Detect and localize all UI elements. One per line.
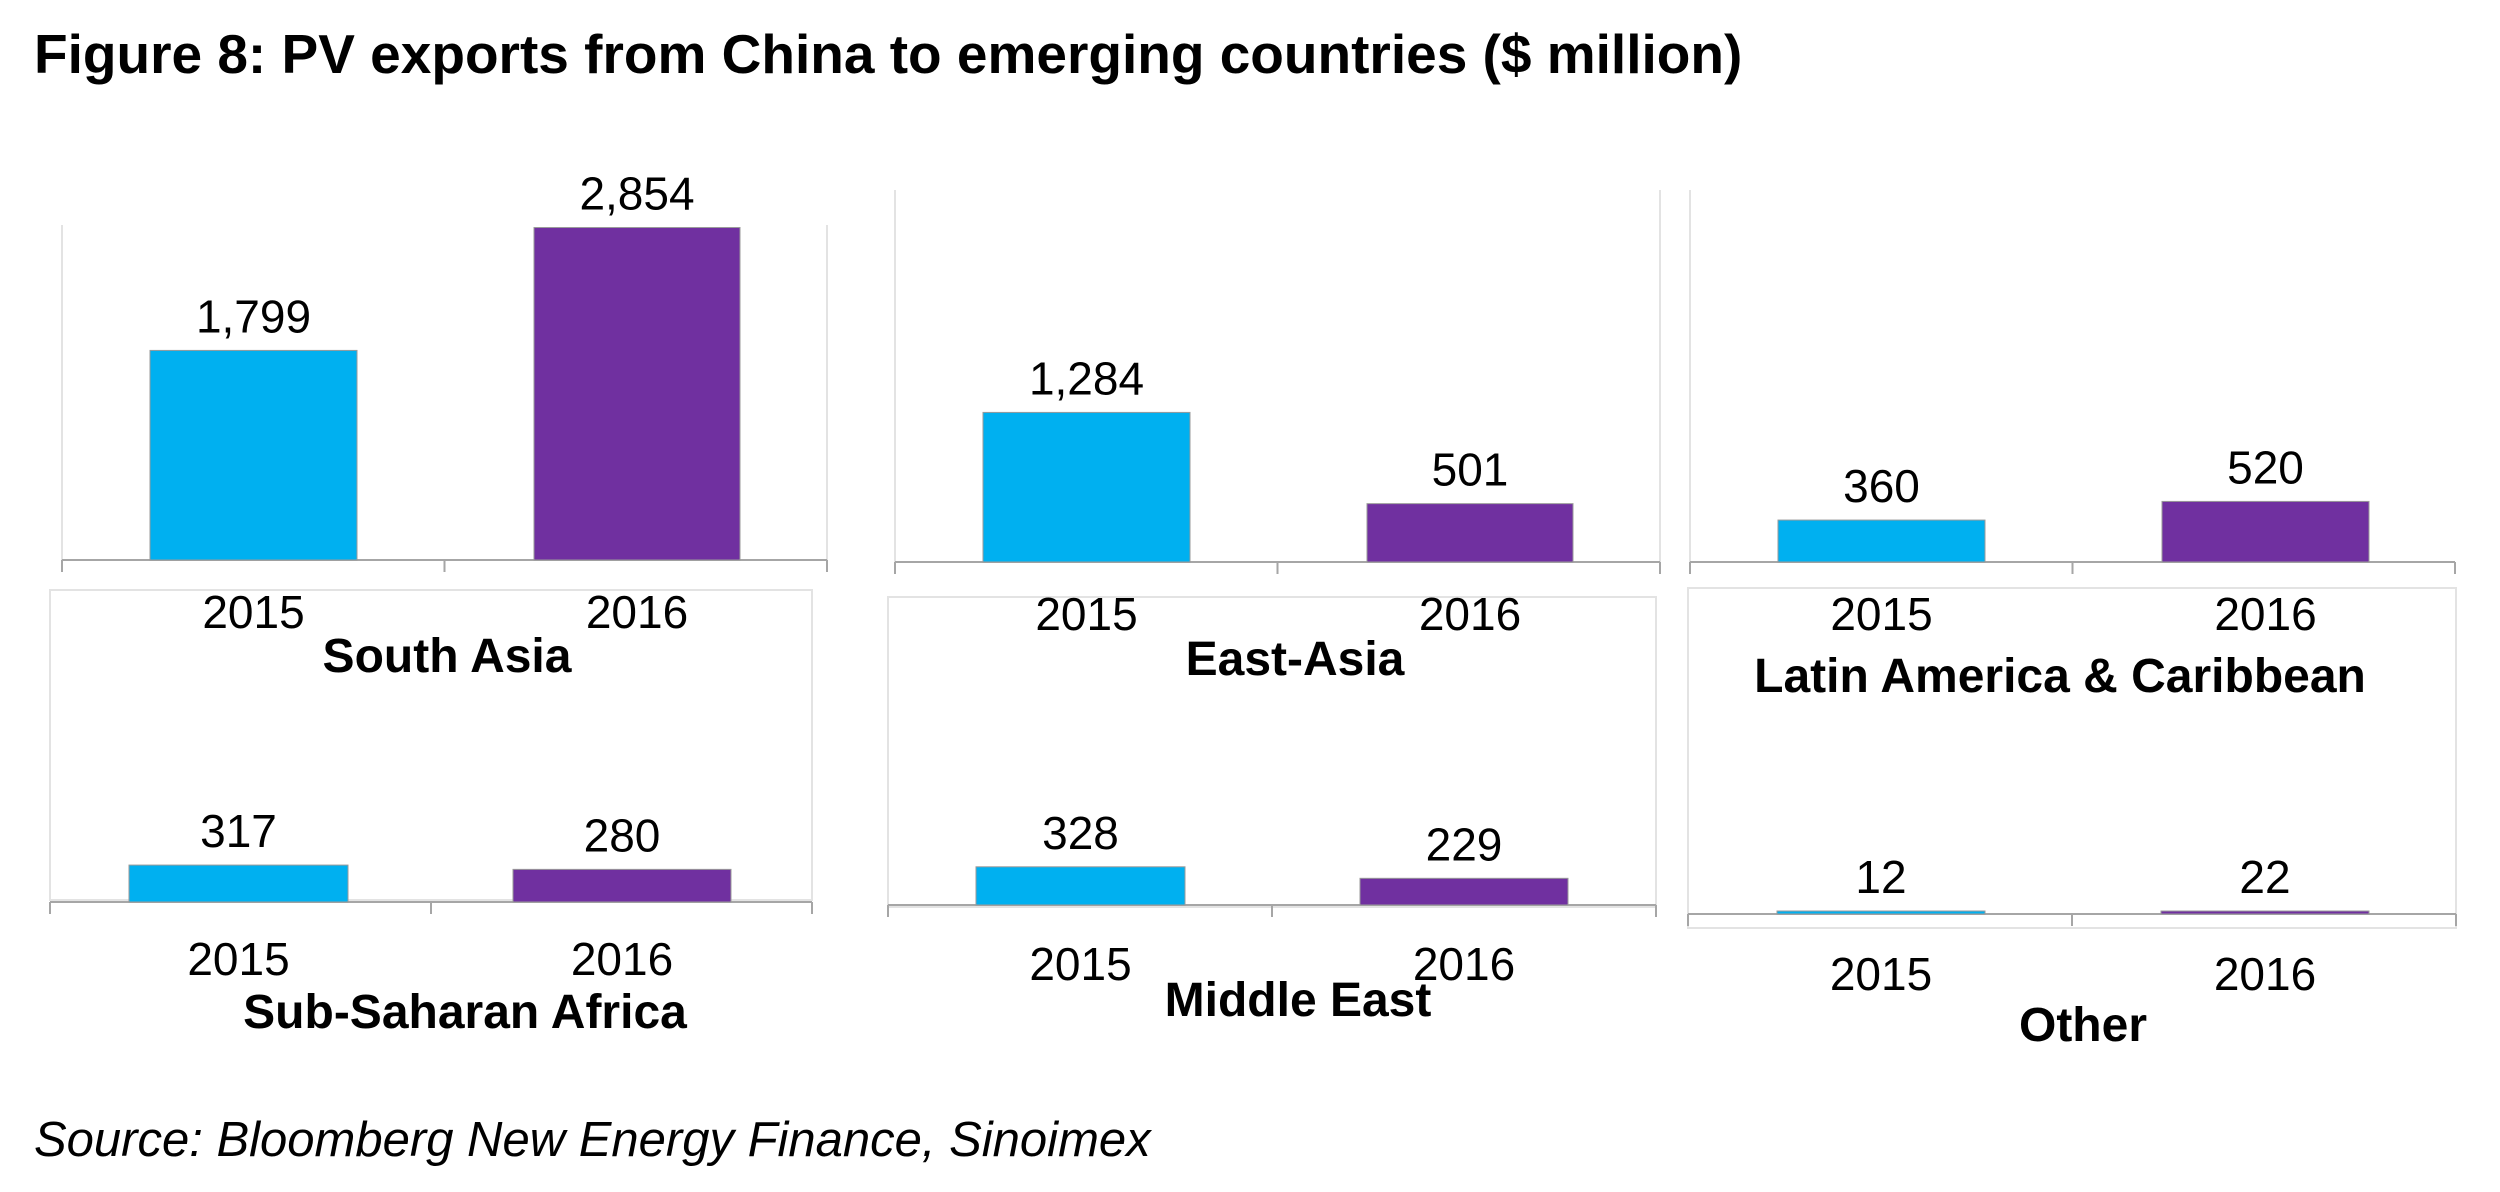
bar-2015 [1777, 519, 1986, 563]
tick-label-2016: 2016 [586, 586, 688, 638]
bar-2016 [1359, 877, 1569, 906]
panel-title: East-Asia [1186, 633, 1405, 686]
panel-title: Other [2019, 999, 2147, 1052]
bar-2016 [533, 227, 741, 561]
chart-panel-2: 360 2015 520 2016 Latin America & Caribbean [1689, 441, 2456, 703]
tick-label-2016: 2016 [2214, 588, 2316, 640]
panel-title: Middle East [1165, 974, 1432, 1027]
panel-title: South Asia [323, 630, 572, 683]
tick-label-2015: 2015 [1830, 948, 1932, 1000]
bar-2015 [128, 864, 349, 903]
tick-label-2016: 2016 [2214, 948, 2316, 1000]
panel-title: Latin America & Caribbean [1754, 650, 2366, 703]
bar-2015 [975, 866, 1186, 906]
data-label-2015: 12 [1855, 851, 1906, 903]
tick-label-2015: 2015 [1029, 938, 1131, 990]
data-label-2015: 1,284 [1029, 352, 1144, 404]
data-label-2016: 2,854 [579, 168, 694, 220]
bar-2015 [982, 411, 1191, 563]
data-label-2015: 1,799 [196, 290, 311, 342]
bar-2016 [512, 868, 732, 903]
tick-label-2015: 2015 [1035, 588, 1137, 640]
tick-label-2016: 2016 [571, 933, 673, 985]
bar-2015 [1776, 910, 1986, 915]
tick-label-2015: 2015 [202, 586, 304, 638]
data-label-2015: 360 [1843, 460, 1920, 512]
tick-label-2015: 2015 [187, 933, 289, 985]
tick-label-2016: 2016 [1413, 938, 1515, 990]
data-label-2016: 229 [1426, 818, 1503, 870]
bar-2016 [2161, 500, 2370, 563]
figure-source: Source: Bloomberg New Energy Finance, Si… [34, 1113, 1151, 1167]
data-label-2015: 328 [1042, 807, 1119, 859]
data-label-2016: 22 [2239, 851, 2290, 903]
bar-2015 [149, 349, 358, 561]
tick-label-2016: 2016 [1419, 588, 1521, 640]
data-label-2016: 520 [2227, 441, 2304, 493]
chart-panel-0: 1,799 2015 2,854 2016 South Asia [61, 168, 828, 683]
bar-2016 [2160, 910, 2370, 915]
data-label-2015: 317 [200, 805, 277, 857]
chart-panel-1: 1,284 2015 501 2016 East-Asia [894, 352, 1661, 686]
data-label-2016: 280 [584, 809, 661, 861]
bar-2016 [1366, 503, 1574, 563]
data-label-2016: 501 [1432, 444, 1509, 496]
panel-frames [49, 190, 2457, 929]
figure-title: Figure 8: PV exports from China to emerg… [34, 23, 1743, 85]
panel-title: Sub-Saharan Africa [243, 986, 687, 1039]
chart-panel-5: 12 2015 22 2016 Other [1687, 851, 2457, 1052]
tick-label-2015: 2015 [1830, 588, 1932, 640]
